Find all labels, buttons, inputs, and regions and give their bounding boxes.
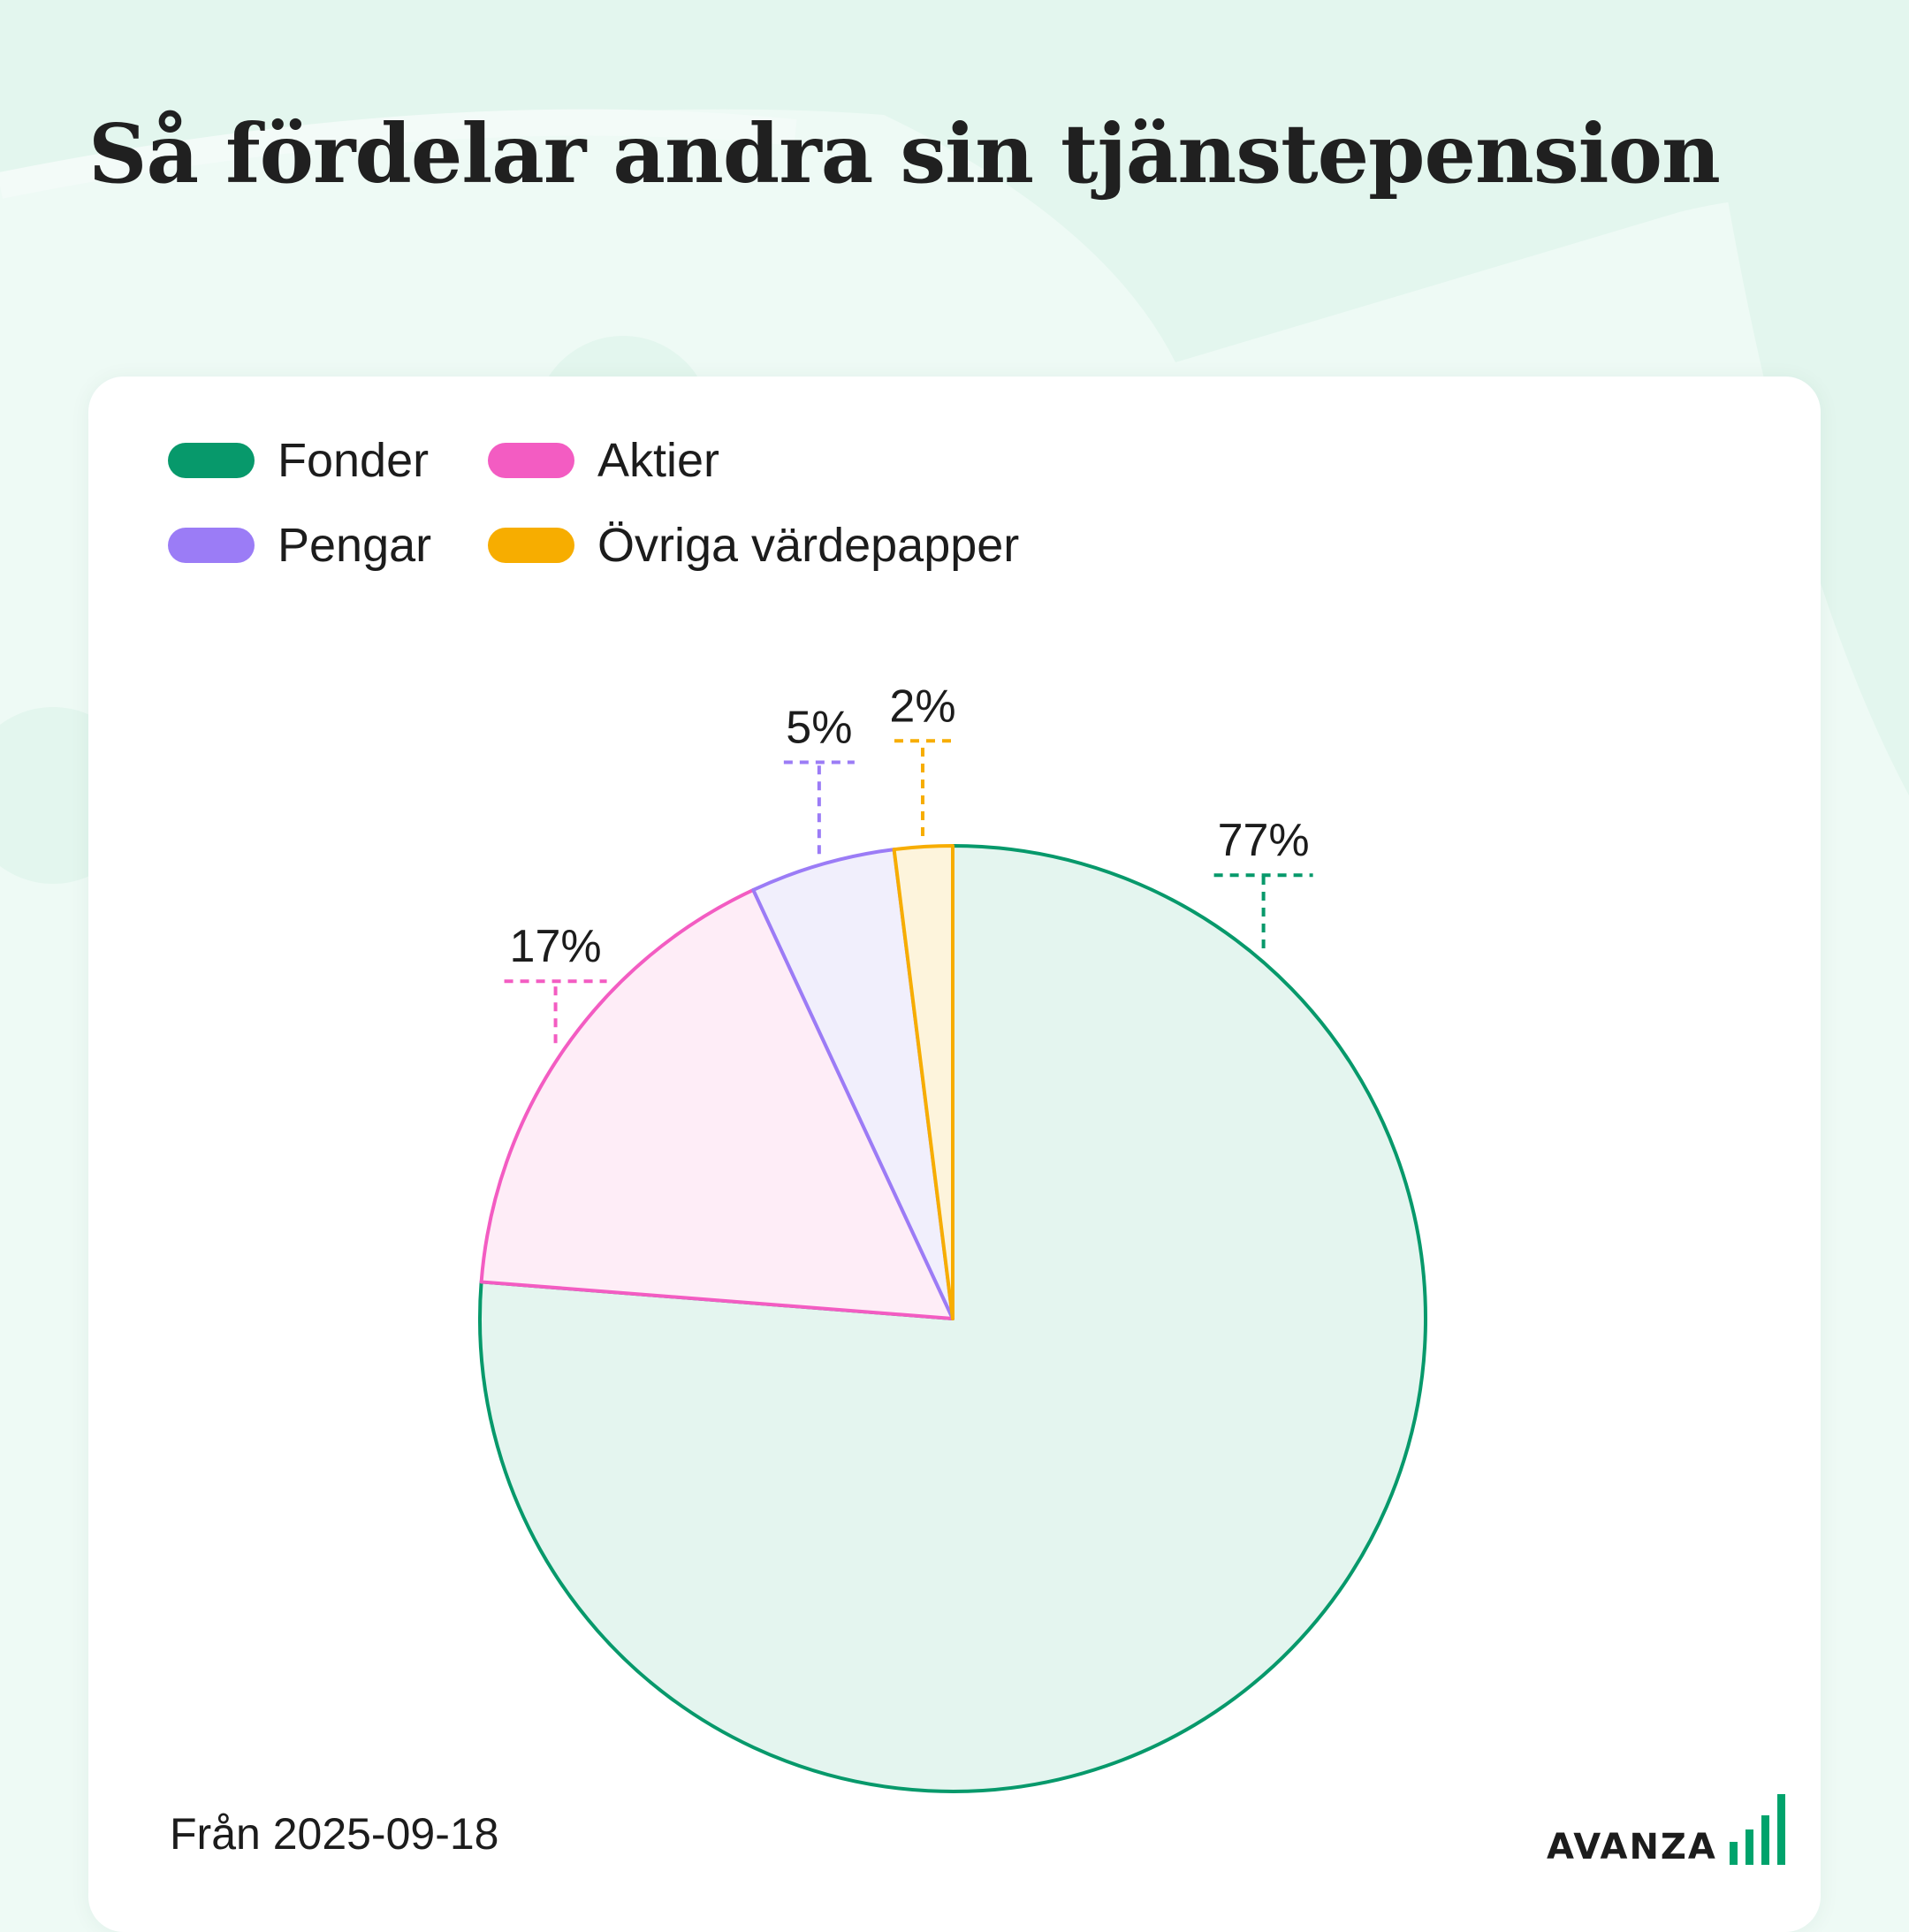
date-label: Från 2025-09-18 (170, 1809, 499, 1859)
chart-legend: Fonder Aktier Pengar Övriga värdepapper (168, 430, 1228, 606)
legend-item-pengar: Pengar (168, 514, 431, 576)
legend-swatch-fonder (168, 443, 255, 478)
legend-label-fonder: Fonder (278, 434, 430, 487)
logo-text: AVANZA (1547, 1827, 1717, 1867)
chart-card: Fonder Aktier Pengar Övriga värdepapper … (88, 377, 1821, 1932)
data-label-ovriga: 2% (889, 681, 955, 732)
pie-slice-pengar (751, 848, 954, 1320)
pie-slice-ovriga (892, 844, 954, 1320)
legend-swatch-ovriga (488, 528, 574, 563)
avanza-logo: AVANZA (1547, 1794, 1785, 1865)
logo-bars-icon (1729, 1794, 1785, 1865)
legend-swatch-aktier (488, 443, 574, 478)
data-label-fonder: 77% (1218, 815, 1310, 866)
legend-item-fonder: Fonder (168, 430, 429, 491)
legend-label-ovriga: Övriga värdepapper (597, 519, 1020, 572)
legend-item-ovriga: Övriga värdepapper (488, 514, 1019, 576)
legend-item-aktier: Aktier (488, 430, 719, 491)
data-label-pengar: 5% (786, 702, 852, 753)
pie-slice-aktier (479, 887, 954, 1320)
page-title: Så fördelar andra sin tjänstepension (88, 106, 1721, 202)
pie-chart: 77% 17% 5% 2% (478, 681, 1427, 1793)
legend-swatch-pengar (168, 528, 255, 563)
legend-label-pengar: Pengar (278, 519, 432, 572)
data-label-aktier: 17% (510, 921, 602, 972)
legend-label-aktier: Aktier (597, 434, 720, 487)
pie-slice-fonder (478, 844, 1427, 1793)
